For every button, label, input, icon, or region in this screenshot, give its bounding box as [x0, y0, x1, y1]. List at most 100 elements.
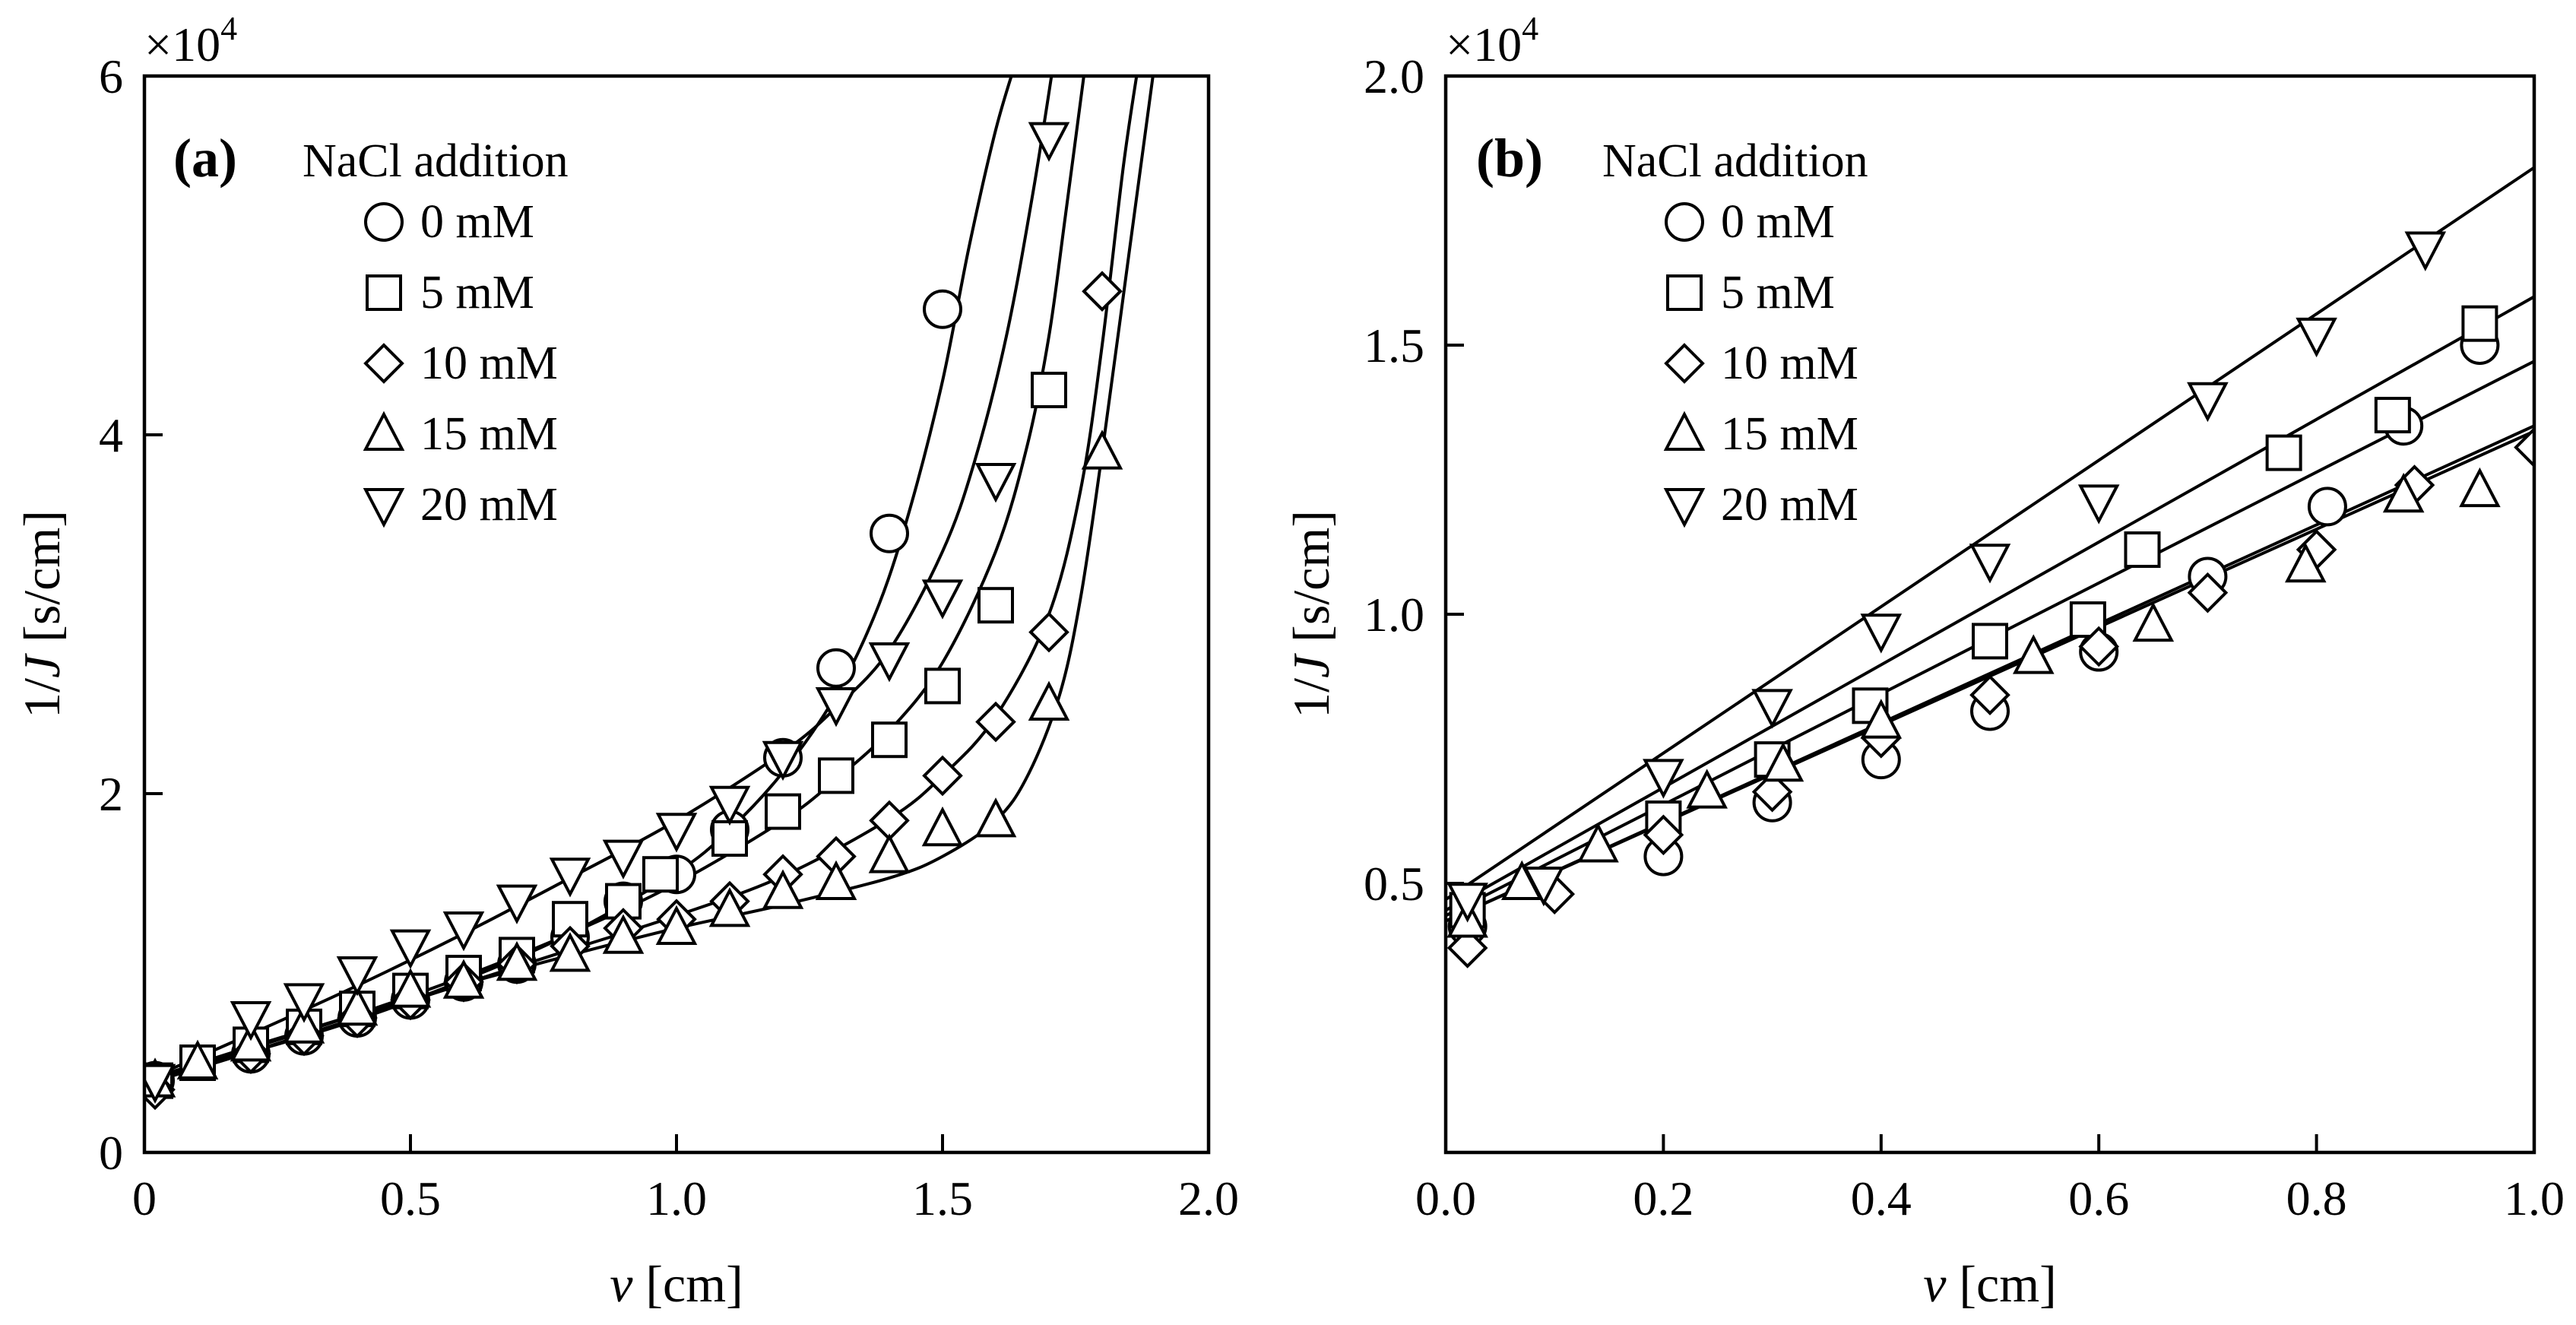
panel-a-point-15-mm [974, 797, 1017, 838]
panel-a-x-ticks: 0 0.5 1.0 1.5 2.0 [132, 1134, 1239, 1225]
panel-a-point-15-mm [762, 869, 804, 909]
panel-a-point-15-mm [1081, 430, 1123, 470]
panel-a-point-20-mm [921, 579, 964, 620]
panel-a-point-10-mm [869, 800, 910, 842]
panel-b-point-15-mm [2382, 472, 2425, 513]
panel-b-y-tick-label: 0.5 [1364, 857, 1424, 911]
panel-a-point-20-mm [868, 642, 911, 683]
panel-b-point-10-mm [2078, 626, 2120, 667]
panel-a-point-20-mm [230, 1001, 272, 1041]
panel-a-point-15-mm [336, 985, 379, 1026]
panel-a-point-20-mm [336, 956, 379, 997]
panel-b-point-20-mm [2187, 382, 2229, 423]
panel-a-point-15-mm [389, 968, 432, 1008]
panel-b-point-5-mm [2124, 531, 2161, 569]
panel-a-point-0-mm [923, 289, 962, 329]
panel-a-point-15-mm [708, 887, 751, 927]
panel-a-point-15-mm [655, 905, 698, 945]
panel-a-point-10-mm [1028, 611, 1069, 653]
panel-a-point-5-mm [711, 820, 748, 857]
panel-a-legend-marker-0-mm [364, 202, 404, 242]
panel-a-legend-title: NaCl addition [303, 135, 569, 187]
panel-b-fit-15-mm [1446, 424, 2534, 923]
panel-a-point-20-mm [602, 839, 645, 880]
panel-b-point-15-mm [2132, 601, 2175, 642]
panel-b-legend: 0 mM 5 mM 10 mM 15 mM 20 mM [1663, 196, 1858, 531]
panel-a-x-axis-label: v [cm] [610, 1255, 743, 1313]
panel-b-legend-label-10-mm: 10 mM [1721, 338, 1858, 389]
panel-a-y-tick-label: 6 [99, 49, 123, 103]
panel-a-point-15-mm [283, 1003, 325, 1044]
panel-a-point-15-mm [549, 932, 591, 972]
panel-a-point-10-mm [975, 701, 1016, 743]
panel-b-point-10-mm [1969, 674, 2010, 716]
panel-a-point-20-mm [496, 884, 538, 924]
panel-b-fit-5-mm [1446, 295, 2534, 912]
panel-b-point-5-mm [1972, 623, 2008, 660]
panel-a-y-tick-label: 4 [99, 408, 123, 462]
panel-b-x-tick-label: 0.8 [2286, 1171, 2347, 1225]
panel-b-point-20-mm [2296, 317, 2337, 358]
panel-b-y-axis-label: 1/J [s/cm] [1282, 510, 1340, 718]
panel-b-point-5-mm [2374, 397, 2411, 434]
panel-a-fit-curves [144, 76, 1155, 1086]
panel-b-point-20-mm [1751, 689, 1793, 729]
panel-a-x-tick-label: 1.0 [646, 1171, 707, 1225]
panel-b-point-10-mm [1643, 814, 1684, 856]
panel-b-y-tick-label: 2.0 [1364, 49, 1424, 103]
panel-a-y-tick-label: 0 [99, 1126, 123, 1180]
panel-b-legend-title: NaCl addition [1602, 135, 1868, 187]
panel-b-point-20-mm [1522, 867, 1565, 907]
panel-a-point-5-mm [871, 721, 908, 759]
panel-b-x-tick-label: 0.0 [1415, 1171, 1476, 1225]
panel-a-legend-label-20-mm: 20 mM [420, 479, 558, 531]
panel-b-x-ticks: 0.0 0.2 0.4 0.6 0.8 1.0 [1415, 1134, 2565, 1225]
panel-b-y-ticks: 0.5 1.0 1.5 2.0 [1364, 49, 1464, 911]
panel-b-point-20-mm [1643, 759, 1684, 799]
panel-a-fit-15-mm [144, 76, 1155, 1083]
panel-b-point-20-mm [2077, 484, 2120, 525]
panel-a-legend-marker-15-mm [363, 410, 405, 451]
panel-a-point-5-mm [924, 667, 961, 705]
panel-a-point-20-mm [283, 983, 325, 1023]
panel-a-legend-label-0-mm: 0 mM [420, 196, 534, 248]
panel-b-point-10-mm [1751, 771, 1793, 813]
panel-a-x-tick-label: 0 [132, 1171, 157, 1225]
panel-b-legend-label-0-mm: 0 mM [1721, 196, 1835, 248]
panel-b-x-tick-label: 0.6 [2068, 1171, 2129, 1225]
panel-a-fit-20-mm [144, 76, 1054, 1083]
panel-a-label: (a) [173, 128, 237, 189]
panel-b-point-15-mm [1577, 823, 1619, 863]
panel-a-point-15-mm [815, 860, 857, 900]
panel-a-point-5-mm [1031, 372, 1067, 408]
panel-a-y-tick-label: 2 [99, 767, 123, 821]
panel-a-point-15-mm [496, 940, 538, 981]
panel-a-point-15-mm [868, 833, 911, 873]
panel-b-point-15-mm [1860, 699, 1903, 739]
panel-a-fit-10-mm [144, 76, 1139, 1086]
panel-b-legend-marker-20-mm [1663, 488, 1706, 528]
panel-b-point-15-mm [1762, 741, 1804, 782]
panel-a-point-5-mm [977, 587, 1014, 624]
panel-a-x-tick-label: 1.5 [912, 1171, 973, 1225]
panel-a-point-15-mm [602, 914, 645, 954]
panel-a-legend-label-10-mm: 10 mM [420, 338, 558, 389]
panel-b-legend-marker-10-mm [1664, 343, 1705, 384]
panel-a-y-axis-label: 1/J [s/cm] [13, 510, 71, 718]
panel-a-point-0-mm [870, 513, 909, 553]
panel-b-point-10-mm [2187, 572, 2229, 613]
panel-b-x-axis-label: v [cm] [1923, 1255, 2057, 1313]
panel-a-legend-marker-5-mm [366, 274, 402, 311]
panel-b-y-tick-label: 1.5 [1364, 319, 1424, 372]
panel-b-point-20-mm [1969, 544, 2011, 584]
panel-a-point-20-mm [815, 687, 857, 727]
panel-b-legend-marker-5-mm [1666, 274, 1703, 311]
panel-b-point-15-mm [1686, 769, 1728, 809]
panel-b-x-tick-label: 0.4 [1851, 1171, 1912, 1225]
panel-b-y-tick-label: 1.0 [1364, 588, 1424, 642]
panel-a-legend-label-15-mm: 15 mM [420, 408, 558, 460]
panel-b-legend-label-15-mm: 15 mM [1721, 408, 1858, 460]
panel-a-point-20-mm [655, 813, 698, 853]
panel-a-point-20-mm [974, 463, 1017, 503]
panel-a-legend-label-5-mm: 5 mM [420, 267, 534, 319]
